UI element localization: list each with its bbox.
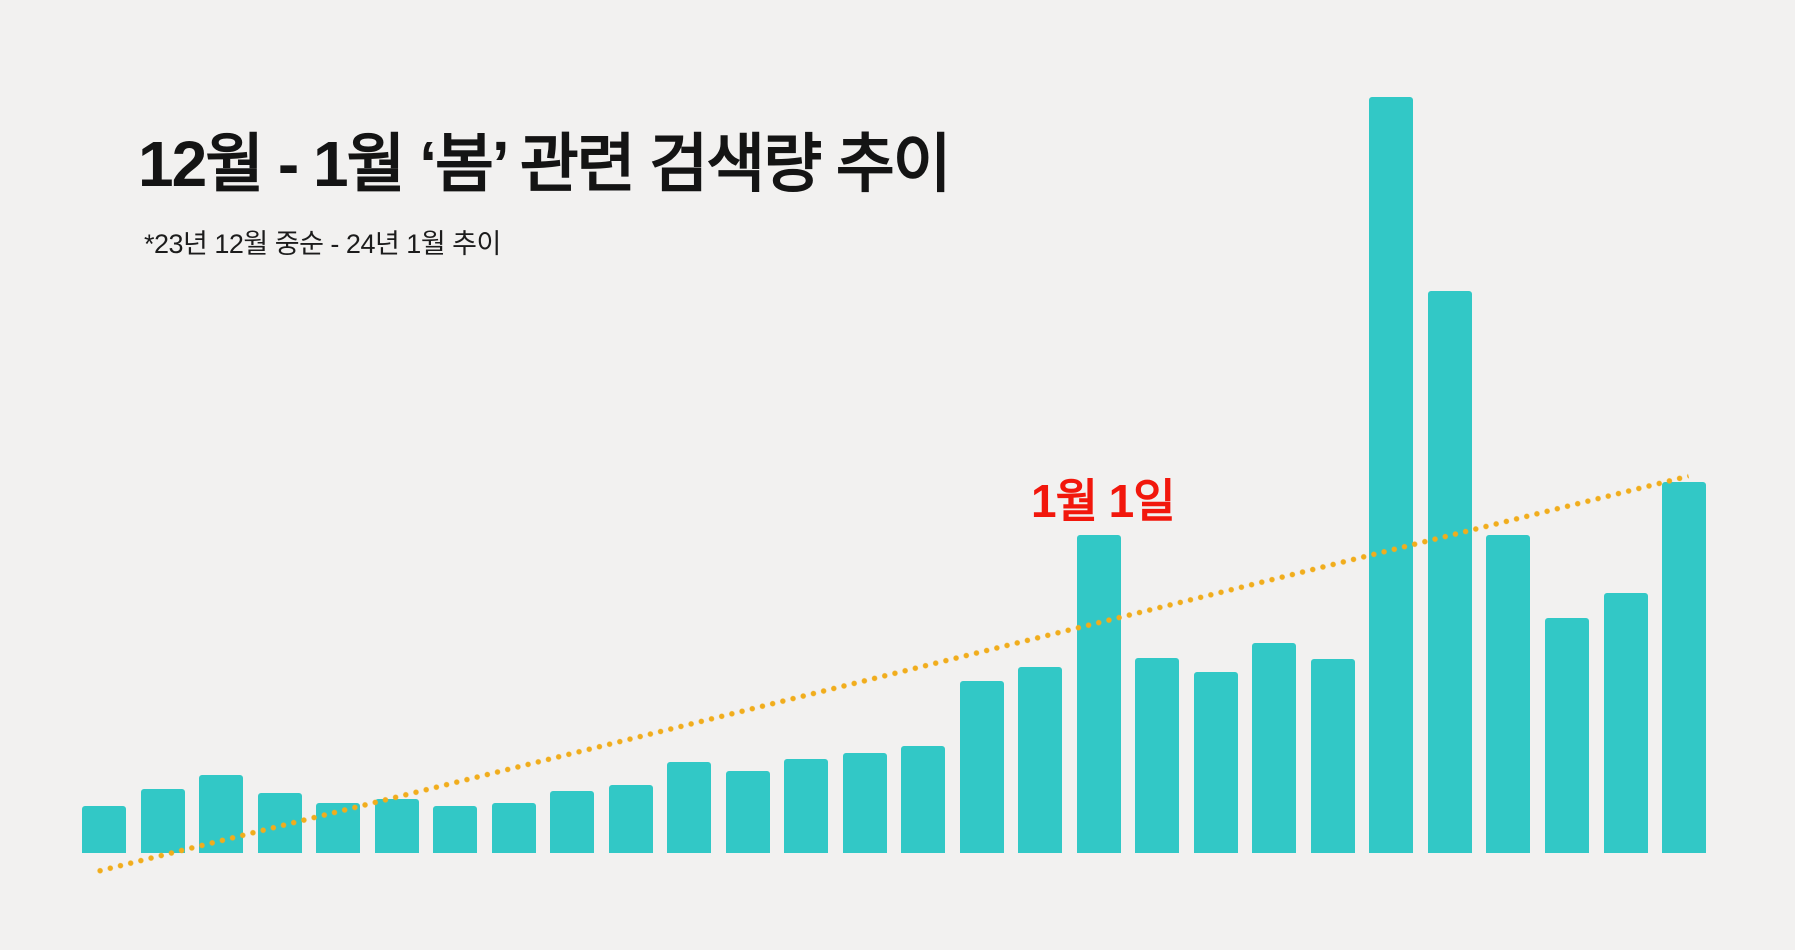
bar-day-11: [667, 762, 711, 853]
bar-day-12: [726, 771, 770, 853]
bar-day-8: [492, 803, 536, 853]
bar-day-1: [82, 806, 126, 853]
bar-day-17: [1018, 667, 1062, 853]
bar-day-14: [843, 753, 887, 853]
bar-day-22: [1311, 659, 1355, 853]
bar-day-20: [1194, 672, 1238, 853]
bar-day-28: [1662, 482, 1706, 853]
bar-day-16: [960, 681, 1004, 853]
bar-day-19: [1135, 658, 1179, 853]
bar-day-26: [1545, 618, 1589, 853]
annotation-jan1: 1월 1일: [1031, 475, 1176, 527]
bar-day-25: [1486, 535, 1530, 853]
bar-day-9: [550, 791, 594, 853]
bar-day-6: [375, 799, 419, 853]
chart-subtitle: *23년 12월 중순 - 24년 1월 추이: [144, 229, 501, 259]
bar-day-15: [901, 746, 945, 853]
bar-day-27: [1604, 593, 1648, 853]
bar-day-18: [1077, 535, 1121, 853]
bar-day-23: [1369, 97, 1413, 853]
bar-day-13: [784, 759, 828, 853]
chart-title: 12월 - 1월 ‘봄’ 관련 검색량 추이: [138, 128, 952, 200]
bar-day-7: [433, 806, 477, 853]
bar-day-24: [1428, 291, 1472, 853]
bar-day-21: [1252, 643, 1296, 853]
bar-day-2: [141, 789, 185, 853]
bar-day-10: [609, 785, 653, 853]
